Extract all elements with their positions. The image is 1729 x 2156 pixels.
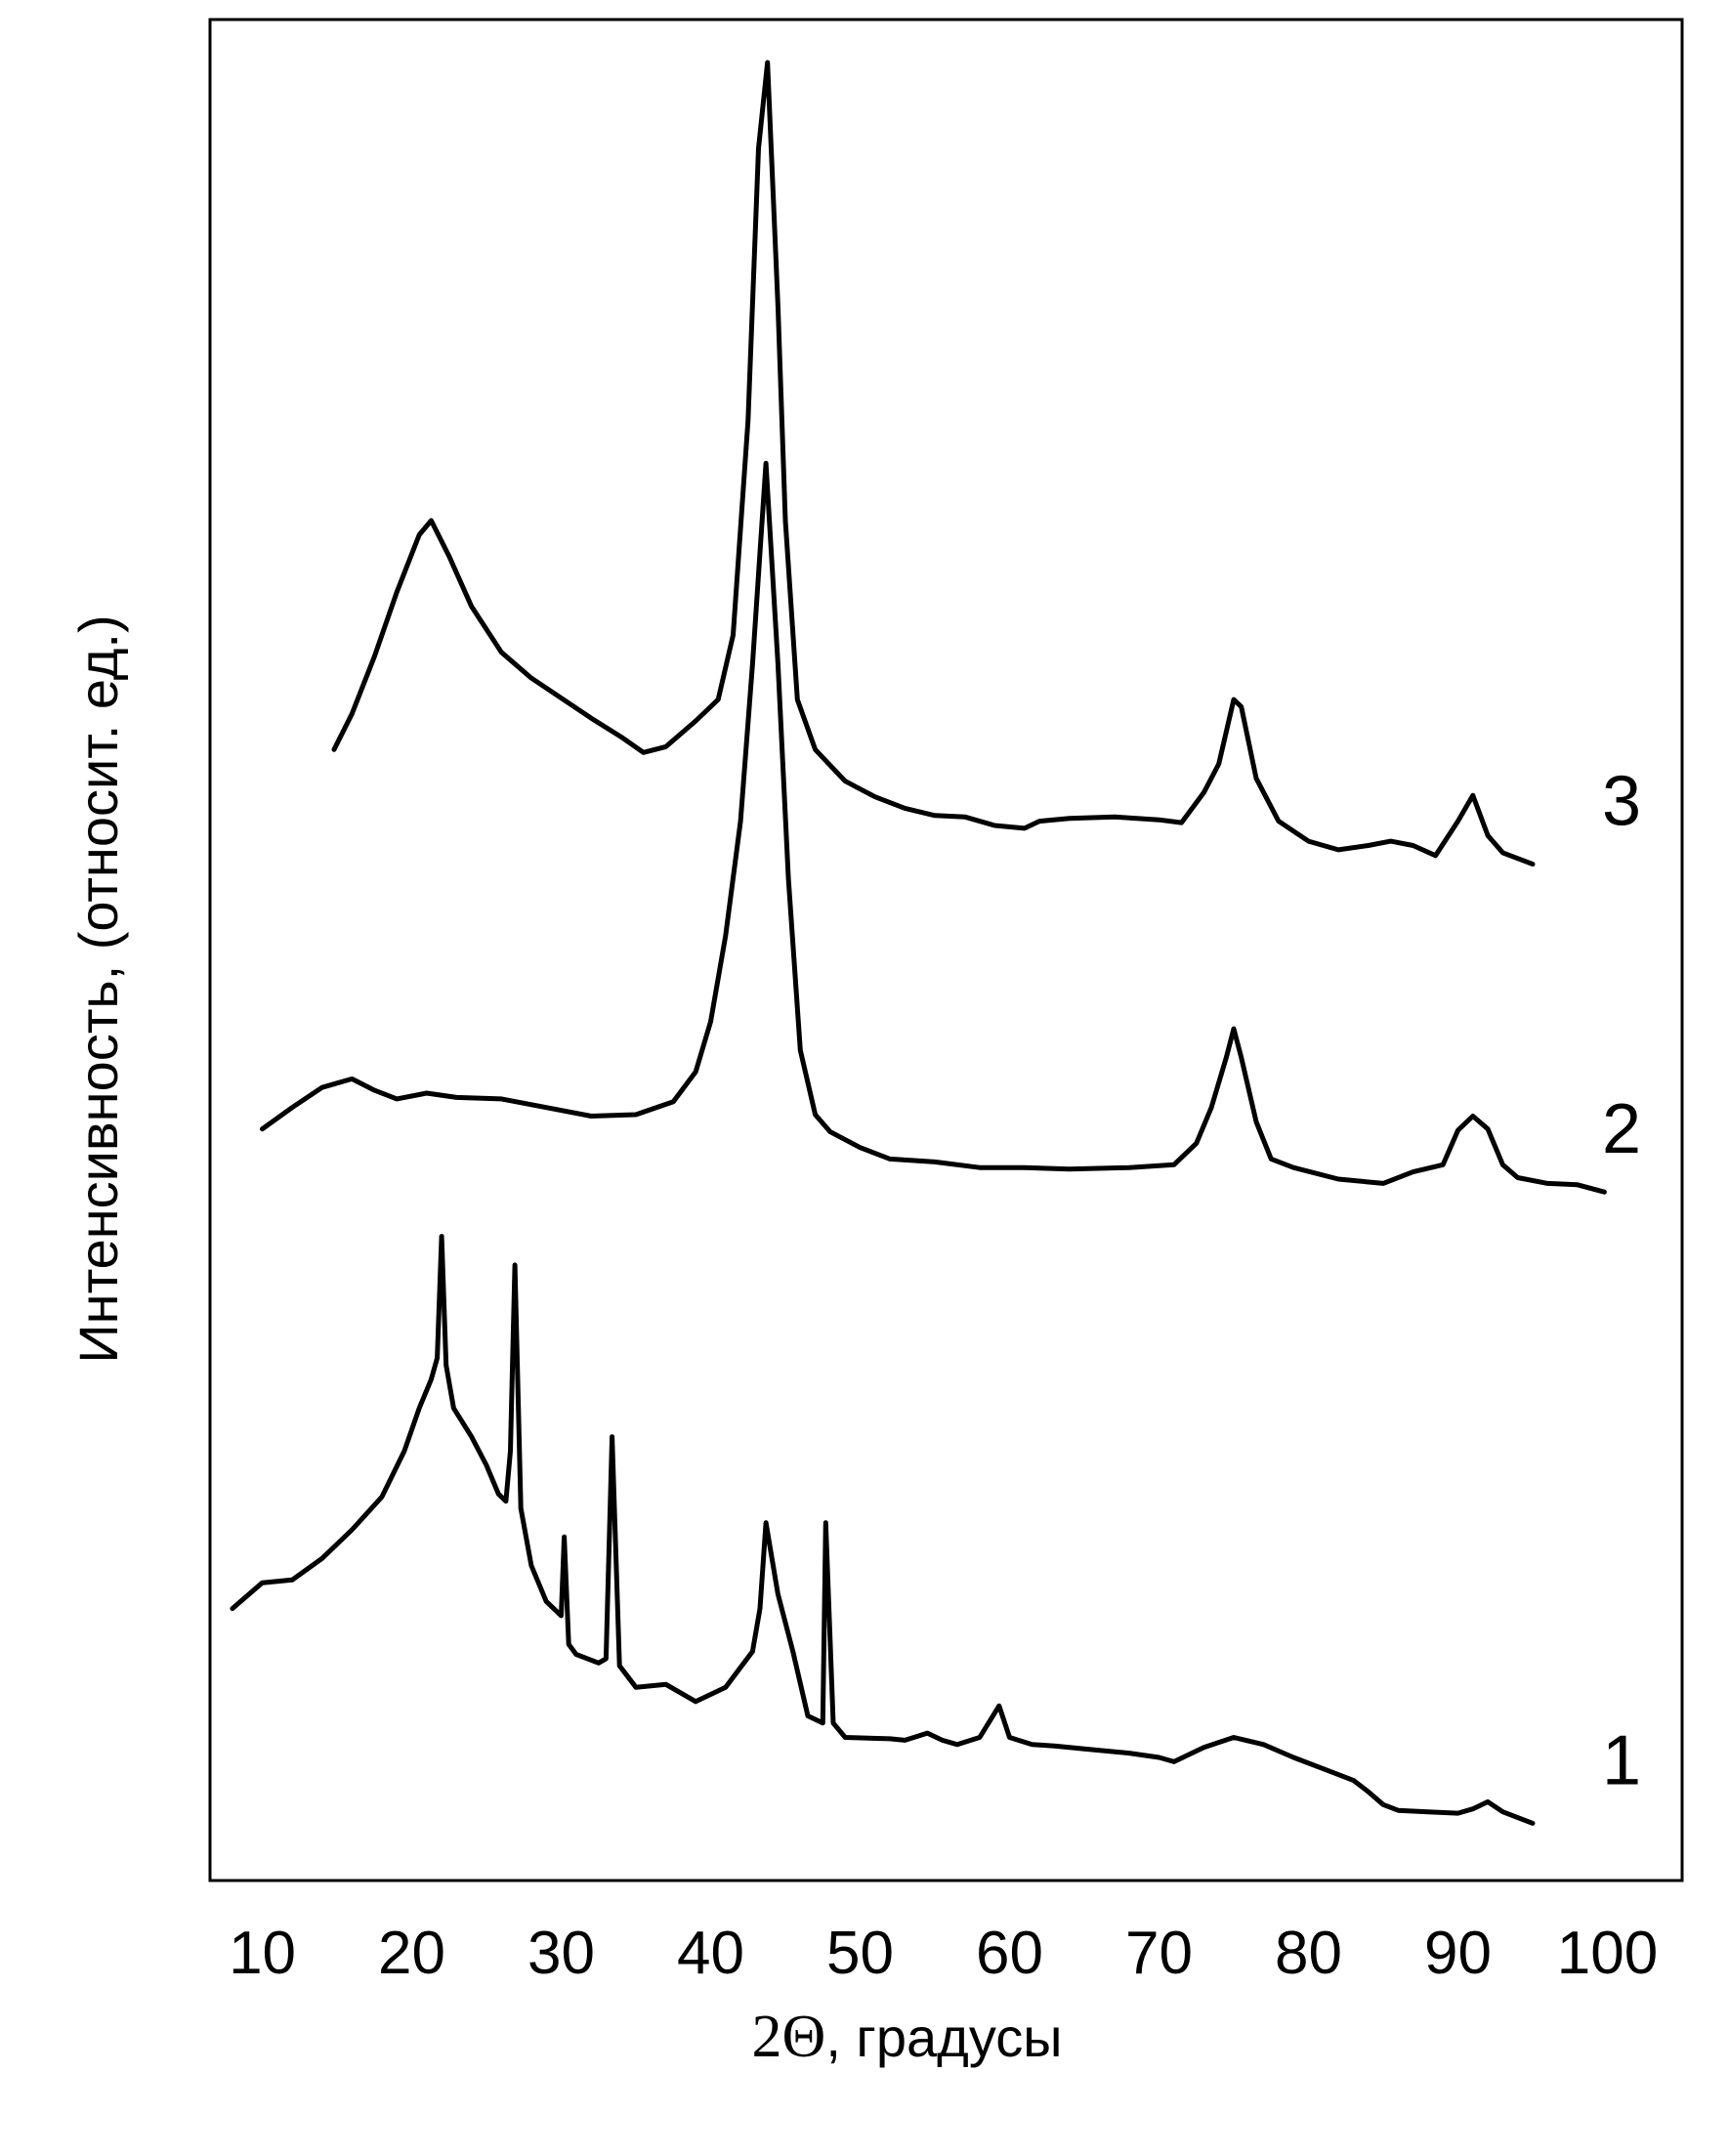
x-axis: 10 20 30 40 50 60 70 80 90 100 [229,1920,1658,1987]
y-axis-label: Интенсивность, (относит. ед.) [67,614,129,1363]
x-tick-label: 60 [976,1920,1043,1987]
series-1-line [230,1234,1536,1826]
series-2-line [260,460,1607,1195]
x-tick-label: 80 [1275,1920,1342,1987]
x-tick-label: 70 [1125,1920,1193,1987]
plot-area [230,60,1607,1826]
legend-labels: 1 2 3 [1602,763,1641,1800]
series-3-line [331,60,1536,867]
x-tick-label: 20 [378,1920,445,1987]
series-2-label: 2 [1602,1090,1641,1168]
x-tick-label: 30 [527,1920,595,1987]
x-tick-label: 90 [1424,1920,1492,1987]
x-tick-label: 40 [677,1920,744,1987]
x-axis-label: 2Θ, градусы [752,2004,1063,2070]
x-axis-label-unit: , градусы [825,2007,1062,2068]
plot-frame [208,18,1684,1882]
series-3-label: 3 [1602,763,1641,841]
x-tick-label: 50 [826,1920,894,1987]
x-axis-label-symbol: 2Θ [752,2004,826,2070]
x-tick-label: 100 [1557,1920,1658,1987]
x-tick-label: 10 [229,1920,296,1987]
series-1-label: 1 [1602,1721,1641,1799]
